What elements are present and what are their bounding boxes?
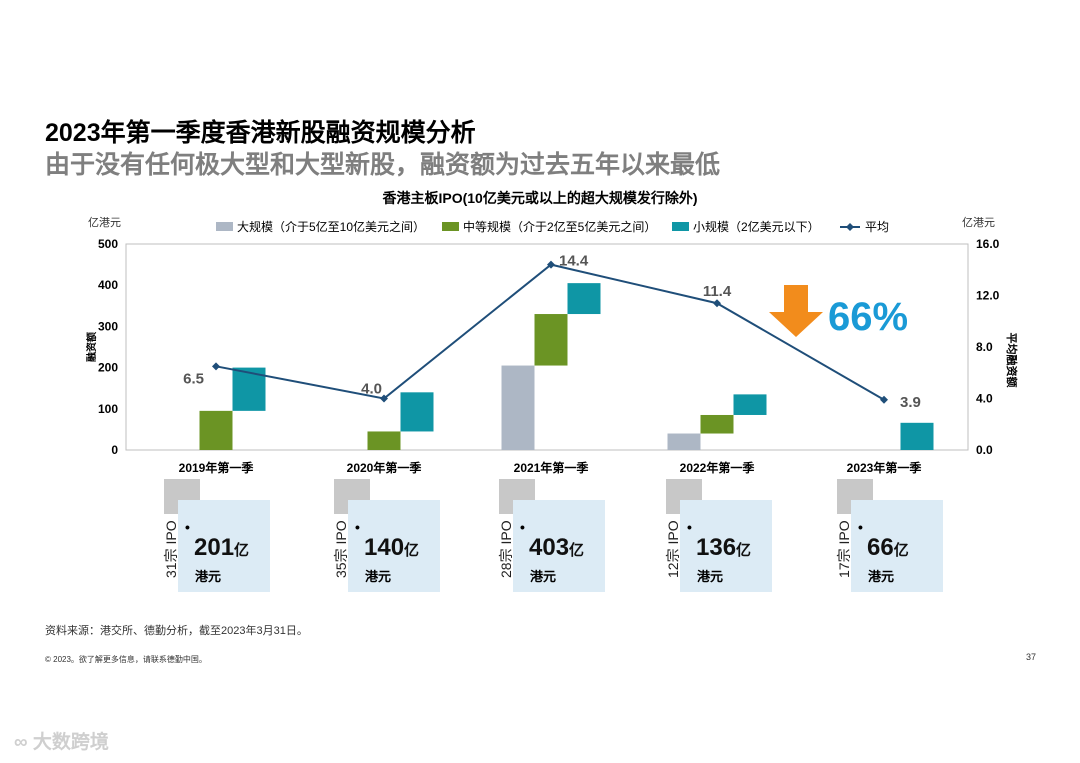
card-amount: 140亿 xyxy=(364,534,419,562)
x-tick-label: 2023年第一季 xyxy=(847,460,923,475)
plot-frame xyxy=(125,243,969,451)
card-amount: 403亿 xyxy=(529,534,584,562)
card-amount: 136亿 xyxy=(696,534,751,562)
bar-segment xyxy=(199,410,233,450)
average-point xyxy=(713,299,721,308)
card-amount-value: 201 xyxy=(194,534,235,561)
card-amount: 66亿 xyxy=(867,534,909,562)
bar-segment xyxy=(400,392,434,432)
y-tick-label: 500 xyxy=(98,237,118,251)
ipo-card xyxy=(178,500,270,592)
card-deal-count: 17宗 IPO xyxy=(836,520,852,578)
legend-label: 小规模（2亿美元以下） xyxy=(693,219,820,234)
x-tick-label: 2022年第一季 xyxy=(680,460,756,475)
y2-tick-label: 4.0 xyxy=(976,392,993,406)
y-tick-label: 300 xyxy=(98,319,118,333)
watermark-logo: ∞ 大数跨境 xyxy=(14,727,109,754)
card-amount-value: 136 xyxy=(696,534,737,561)
ipo-card xyxy=(513,500,605,592)
card-amount-value: 140 xyxy=(364,534,405,561)
card-currency: 港元 xyxy=(868,569,895,584)
y-tick-label: 200 xyxy=(98,361,118,375)
bar-segment xyxy=(900,422,934,450)
ipo-card xyxy=(851,500,943,592)
x-tick-label: 2021年第一季 xyxy=(514,460,590,475)
x-tick-label: 2020年第一季 xyxy=(347,460,423,475)
legend-label: 大规模（介于5亿至10亿美元之间） xyxy=(237,219,425,234)
ipo-card xyxy=(348,500,440,592)
card-amount: 201亿 xyxy=(194,534,249,562)
down-arrow-icon xyxy=(769,285,823,337)
ipo-chart: 0 100 200 300 400 500 0.0 4.0 8.0 12.0 16.0 亿港元 亿港元融… xyxy=(85,216,1019,475)
y2-tick-label: 8.0 xyxy=(976,340,993,354)
y2-axis-title: 平均融资额 xyxy=(1005,333,1019,388)
bullet-dot-icon: • xyxy=(355,519,360,535)
y2-axis-unit: 亿港元 xyxy=(962,216,995,229)
card-amount-unit: 亿 xyxy=(569,542,585,559)
card-currency: 港元 xyxy=(697,569,724,584)
watermark-text: 大数跨境 xyxy=(32,732,109,753)
bullet-dot-icon: • xyxy=(687,519,692,535)
average-label: 6.5 xyxy=(183,370,204,387)
y2-tick-label: 12.0 xyxy=(976,289,1000,303)
average-label: 14.4 xyxy=(559,253,589,270)
copyright-note: © 2023。欲了解更多信息，请联系德勤中国。 xyxy=(45,655,207,664)
annotation-percent: 66% xyxy=(828,295,908,339)
card-deal-count: 12宗 IPO xyxy=(665,520,681,578)
card-amount-unit: 亿 xyxy=(404,542,420,559)
card-deal-count: 31宗 IPO xyxy=(163,520,179,578)
card-amount-unit: 亿 xyxy=(234,542,250,559)
legend-label: 平均 xyxy=(865,220,889,234)
bar-segment xyxy=(534,314,568,366)
average-point xyxy=(880,395,888,404)
card-amount-unit: 亿 xyxy=(736,542,752,559)
bullet-dot-icon: • xyxy=(520,519,525,535)
y-axis-title: 融资额 xyxy=(85,332,98,362)
card-currency: 港元 xyxy=(365,569,392,584)
average-label: 4.0 xyxy=(361,381,382,398)
average-point xyxy=(547,260,555,269)
y-axis-unit: 亿港元 xyxy=(88,216,121,229)
legend-swatch xyxy=(442,222,459,231)
card-deal-count: 28宗 IPO xyxy=(498,520,514,578)
x-tick-label: 2019年第一季 xyxy=(179,460,255,475)
bar-segment xyxy=(367,431,401,450)
legend-line-marker xyxy=(846,223,854,231)
y-tick-label: 100 xyxy=(98,402,118,416)
page-subtitle: 由于没有任何极大型和大型新股，融资额为过去五年以来最低 xyxy=(45,151,721,179)
y2-tick-label: 0.0 xyxy=(976,443,993,457)
bar-segment xyxy=(667,433,701,450)
watermark-icon: ∞ xyxy=(14,732,28,753)
card-currency: 港元 xyxy=(530,569,557,584)
source-note: 资料来源：港交所、德勤分析，截至2023年3月31日。 xyxy=(45,625,308,637)
chart-title: 香港主板IPO(10亿美元或以上的超大规模发行除外) xyxy=(382,190,698,206)
page-title: 2023年第一季度香港新股融资规模分析 xyxy=(45,119,476,147)
bar-segment xyxy=(501,365,535,450)
average-label: 3.9 xyxy=(900,394,921,411)
bullet-dot-icon: • xyxy=(858,519,863,535)
y-tick-label: 400 xyxy=(98,278,118,292)
bar-segment xyxy=(700,414,734,434)
average-point xyxy=(212,362,220,371)
legend-swatch xyxy=(672,222,689,231)
bar-segment xyxy=(733,394,767,415)
legend-swatch xyxy=(216,222,233,231)
page-number: 37 xyxy=(1026,652,1037,662)
card-amount-unit: 亿 xyxy=(893,542,909,559)
y2-tick-label: 16.0 xyxy=(976,237,1000,251)
bar-segment xyxy=(567,283,601,315)
card-deal-count: 35宗 IPO xyxy=(333,520,349,578)
legend-label: 中等规模（介于2亿至5亿美元之间） xyxy=(463,219,656,234)
bullet-dot-icon: • xyxy=(185,519,190,535)
average-label: 11.4 xyxy=(703,283,732,300)
card-currency: 港元 xyxy=(195,569,222,584)
ipo-card xyxy=(680,500,772,592)
card-amount-value: 66 xyxy=(867,534,894,561)
card-amount-value: 403 xyxy=(529,534,570,561)
y-tick-label: 0 xyxy=(111,443,118,457)
average-point xyxy=(380,394,388,403)
